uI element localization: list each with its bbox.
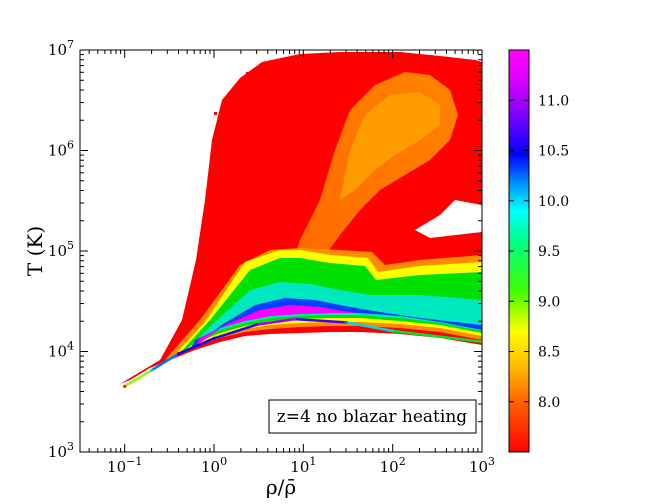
x-tick-label-2: 101 (290, 455, 316, 476)
sparse-outliers (199, 55, 323, 258)
x-tick-label-3: 102 (380, 455, 406, 476)
x-axis-label: ρ/ρ̄ (266, 475, 296, 499)
colorbar-tick-label-2: 9.0 (538, 294, 560, 310)
x-axis-ticks: 10−1 100 101 102 103 (88, 50, 495, 476)
y-tick-label-0: 103 (48, 440, 74, 461)
igm-ridge-segment (345, 321, 393, 333)
igm-ridge-point (212, 336, 216, 341)
igm-ridge-point (123, 384, 127, 388)
y-tick-label-3: 106 (48, 139, 74, 160)
colorbar: 8.0 8.5 9.0 9.5 10.0 10.5 11.0 (508, 49, 569, 453)
y-tick-label-1: 104 (48, 340, 74, 361)
colorbar-tick-label-1: 8.5 (538, 345, 560, 361)
igm-ridge-segment (256, 317, 295, 326)
igm-ridge-segment (150, 352, 180, 372)
warm-band-cyan (184, 282, 482, 352)
x-tick-label-4: 103 (469, 455, 495, 476)
heatmap (120, 52, 482, 388)
colorbar-tick-label-4: 10.0 (538, 194, 569, 210)
colorbar-tick-label-5: 10.5 (538, 144, 569, 160)
igm-ridge-segment (177, 337, 215, 355)
x-tick-label-0: 10−1 (107, 455, 142, 476)
x-tick-label-1: 100 (201, 455, 227, 476)
igm-ridge-point (255, 323, 259, 327)
y-tick-label-4: 107 (48, 38, 74, 59)
colorbar-tick-label-0: 8.0 (538, 395, 560, 411)
igm-ridge-point (293, 317, 297, 321)
annotation-text: z=4 no blazar heating (277, 407, 467, 427)
igm-ridge-point (344, 320, 348, 324)
igm-ridge-point (149, 368, 154, 372)
plume-core (340, 92, 440, 200)
y-tick-label-2: 105 (48, 239, 74, 260)
igm-ridge-point (176, 352, 181, 356)
annotation-box: z=4 no blazar heating (268, 399, 477, 434)
colorbar-tick-label-3: 9.5 (538, 244, 560, 260)
igm-ridge-segment (124, 369, 153, 388)
igm-ridge (123, 317, 482, 388)
warm-band-magenta (196, 305, 380, 346)
colorbar-tick-label-6: 11.0 (538, 93, 569, 109)
igm-ridge-segment (392, 329, 482, 344)
y-axis-label: T (K) (23, 226, 47, 276)
colorbar-ticks: 8.0 8.5 9.0 9.5 10.0 10.5 11.0 (509, 93, 569, 411)
igm-ridge-segment (294, 317, 347, 324)
y-axis-ticks: 103 104 105 106 107 (48, 38, 482, 461)
igm-ridge-point (391, 329, 395, 333)
igm-ridge-segment (213, 323, 258, 340)
